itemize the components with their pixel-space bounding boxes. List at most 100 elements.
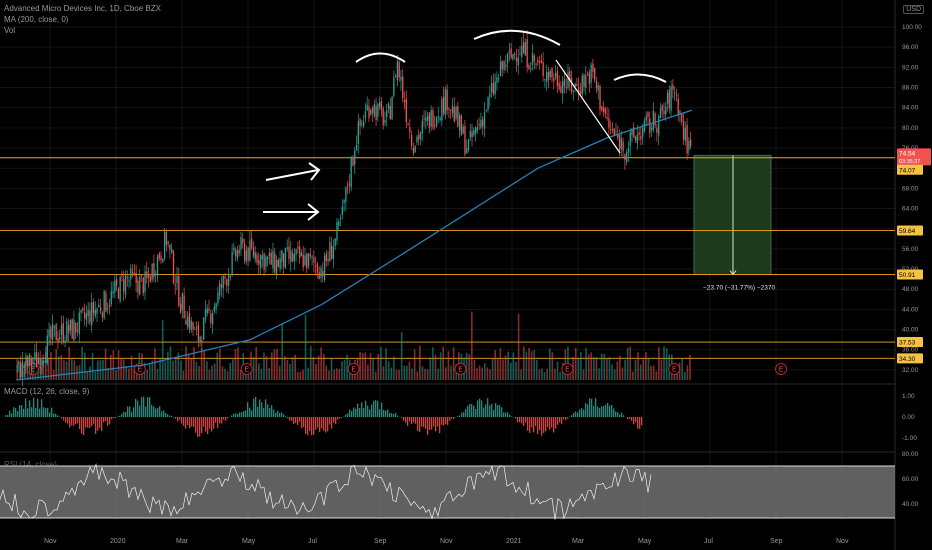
volume-bar bbox=[265, 356, 268, 380]
candle bbox=[562, 81, 564, 94]
candle bbox=[39, 358, 41, 369]
macd-bar bbox=[223, 417, 225, 420]
volume-bar bbox=[187, 354, 190, 380]
macd-bar bbox=[467, 405, 469, 417]
candle bbox=[631, 129, 633, 136]
macd-bar bbox=[191, 417, 193, 427]
volume-bar bbox=[546, 368, 548, 380]
macd-bar bbox=[631, 417, 633, 421]
macd-bar bbox=[21, 405, 23, 417]
candle bbox=[167, 241, 169, 244]
macd-bar bbox=[227, 417, 229, 419]
symbol-legend[interactable]: Advanced Micro Devices Inc, 1D, Cboe BZX bbox=[4, 4, 161, 13]
volume-bar bbox=[445, 367, 447, 380]
candle bbox=[499, 61, 502, 76]
macd-bar bbox=[493, 409, 495, 417]
volume-bar bbox=[689, 354, 691, 380]
macd-bar bbox=[381, 402, 383, 417]
candle bbox=[94, 309, 96, 317]
candle bbox=[217, 292, 219, 304]
candle bbox=[530, 68, 532, 70]
rsi-legend[interactable]: RSI (14, close) bbox=[4, 460, 57, 469]
macd-bar bbox=[297, 417, 299, 426]
candle bbox=[442, 97, 445, 114]
candle bbox=[62, 323, 64, 343]
volume-bar bbox=[195, 361, 198, 380]
candle bbox=[618, 134, 621, 151]
macd-legend[interactable]: MACD (12, 26, close, 9) bbox=[4, 387, 90, 396]
volume-bar bbox=[169, 346, 172, 380]
volume-bar bbox=[377, 353, 380, 380]
ma-line bbox=[16, 109, 693, 381]
candle bbox=[144, 271, 146, 293]
volume-bar bbox=[421, 366, 424, 380]
candle bbox=[569, 71, 571, 82]
macd-bar bbox=[525, 417, 527, 423]
macd-bar bbox=[541, 417, 543, 436]
macd-bar bbox=[347, 413, 349, 417]
volume-bar bbox=[439, 352, 442, 380]
candle bbox=[594, 68, 596, 80]
candle bbox=[554, 73, 557, 78]
volume-bar bbox=[400, 331, 403, 380]
macd-bar bbox=[501, 407, 503, 417]
volume-bar bbox=[216, 352, 219, 380]
macd-bar bbox=[251, 410, 253, 417]
candle bbox=[393, 77, 395, 96]
candle bbox=[146, 271, 148, 278]
candle bbox=[338, 221, 340, 226]
candle bbox=[87, 309, 89, 317]
candle bbox=[352, 157, 354, 166]
macd-bar bbox=[503, 412, 505, 417]
macd-bar bbox=[163, 410, 165, 417]
level-under-bg bbox=[897, 164, 923, 175]
candle bbox=[681, 113, 683, 122]
candle bbox=[163, 231, 166, 259]
candle bbox=[633, 127, 635, 138]
candle bbox=[91, 302, 93, 326]
macd-bar bbox=[397, 415, 399, 417]
y-tick-label: 36.00 bbox=[902, 347, 919, 354]
x-tick-label: Jul bbox=[704, 538, 713, 545]
macd-bar bbox=[477, 400, 479, 417]
macd-bar bbox=[637, 417, 639, 429]
candle bbox=[345, 187, 347, 202]
candle bbox=[103, 290, 105, 319]
volume-bar bbox=[229, 363, 232, 380]
candle bbox=[251, 238, 253, 248]
macd-bar bbox=[285, 416, 287, 417]
y-tick-label: 32.00 bbox=[902, 367, 919, 374]
volume-bar bbox=[341, 361, 343, 380]
candle bbox=[444, 89, 447, 115]
candle bbox=[263, 253, 265, 270]
candle bbox=[162, 258, 164, 263]
candle bbox=[59, 336, 61, 340]
candle bbox=[51, 324, 54, 340]
candle bbox=[153, 263, 155, 278]
macd-bar bbox=[27, 408, 29, 417]
macd-bar bbox=[193, 417, 195, 427]
macd-bar bbox=[361, 402, 363, 417]
ma-legend[interactable]: MA (200, close, 0) bbox=[4, 15, 69, 24]
volume-bar bbox=[663, 346, 665, 380]
candle bbox=[320, 267, 322, 278]
candle bbox=[76, 330, 79, 332]
currency-badge[interactable]: USD bbox=[903, 5, 924, 14]
macd-bar bbox=[245, 410, 247, 417]
macd-bar bbox=[301, 417, 303, 429]
candle bbox=[226, 279, 228, 286]
volume-legend[interactable]: Vol bbox=[4, 26, 16, 35]
volume-bar bbox=[517, 313, 520, 380]
candle bbox=[329, 242, 331, 262]
macd-bar bbox=[131, 411, 133, 417]
candle bbox=[291, 252, 294, 262]
candle bbox=[416, 136, 418, 143]
volume-bar bbox=[109, 354, 112, 380]
volume-bar bbox=[206, 361, 208, 380]
candle bbox=[354, 150, 356, 165]
candle bbox=[64, 340, 66, 342]
candle bbox=[137, 280, 139, 293]
volume-bar bbox=[374, 371, 377, 380]
